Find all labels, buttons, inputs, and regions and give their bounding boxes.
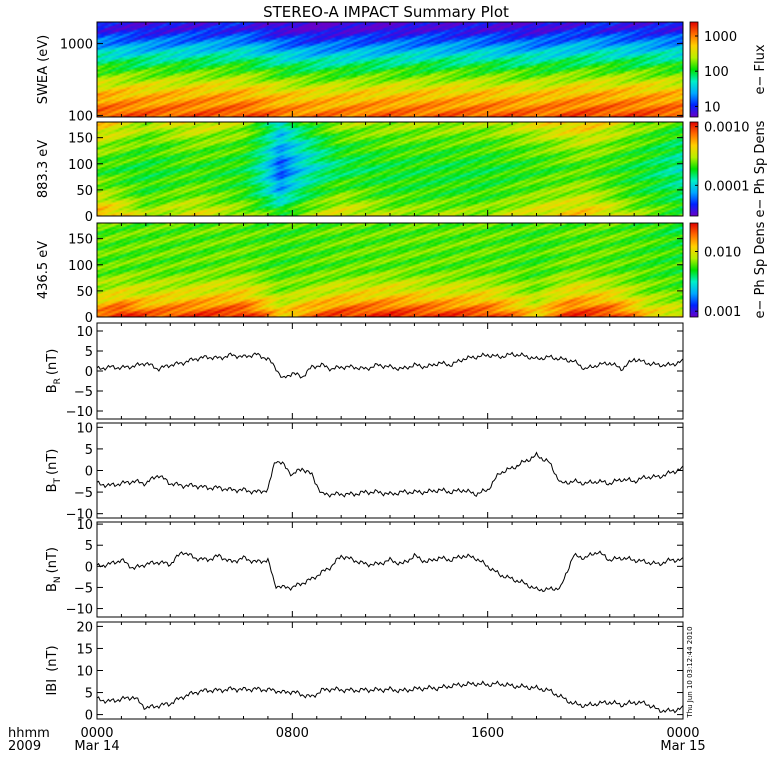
time-format-label: hhmm — [8, 726, 50, 741]
bn-panel: 10 5 0 −5 −10 BN (nT) — [45, 518, 684, 618]
br-ylabel: BR (nT) — [45, 349, 63, 394]
colorbar-tick-label: 0.0001 — [704, 179, 750, 194]
ylabel-unit: (nT) — [45, 547, 60, 573]
ylabel-main: B — [45, 583, 60, 592]
swea-spectrogram — [97, 22, 683, 117]
y-tick-label: −10 — [66, 508, 93, 523]
swea-colorbar — [689, 21, 699, 118]
pad883-colorbar-label: e− Ph Sp Dens — [753, 120, 768, 217]
pad883-spectrogram — [97, 122, 683, 216]
y-tick-label: 10 — [76, 325, 93, 340]
generation-timestamp: Thu Jun 10 03:12:44 2010 — [686, 626, 694, 718]
x-tick-label: 0000 — [666, 726, 699, 741]
ylabel-main: B — [45, 384, 60, 393]
plot-title: STEREO-A IMPACT Summary Plot — [263, 3, 509, 21]
pad883-ylabel: 883.3 eV — [36, 140, 51, 198]
bmag-panel: 20 15 10 5 0 IBI (nT) — [45, 620, 684, 724]
br-panel: 10 5 0 −5 −10 BR (nT) — [45, 322, 684, 420]
bt-ylabel: BT (nT) — [45, 449, 63, 493]
bmag-frame — [96, 621, 684, 720]
ylabel-subscript: R — [53, 378, 63, 384]
x-tick-label: 0000 — [80, 726, 113, 741]
colorbar-tick-label: 0.001 — [704, 305, 741, 320]
y-tick-label: 20 — [76, 620, 93, 635]
ylabel-subscript: T — [53, 477, 63, 484]
pad436-ylabel: 436.5 eV — [36, 241, 51, 299]
pad436-panel: 150 100 50 0 436.5 eV 0.010 0.001 e− Ph Sp Dens — [36, 221, 768, 326]
bt-frame — [96, 422, 684, 519]
br-series-line — [96, 351, 684, 379]
y-tick-label: 5 — [85, 687, 93, 702]
y-tick-label: 1000 — [60, 38, 93, 53]
y-tick-label: 100 — [68, 158, 93, 173]
y-tick-label: 0 — [85, 365, 93, 380]
swea-ylabel: SWEA (eV) — [36, 35, 51, 104]
bmag-ylabel: IBI (nT) — [45, 645, 60, 695]
y-tick-label: 0 — [85, 465, 93, 480]
y-tick-label: 5 — [85, 443, 93, 458]
y-tick-label: 50 — [76, 285, 93, 300]
ylabel-unit: (nT) — [45, 349, 60, 375]
y-tick-label: 100 — [68, 109, 93, 124]
y-tick-label: 100 — [68, 259, 93, 274]
swea-panel: 1000 100 SWEA (eV) 1000 100 10 e− Flux — [36, 21, 768, 124]
y-tick-label: −10 — [66, 405, 93, 420]
y-tick-label: 0 — [85, 560, 93, 575]
y-tick-label: −5 — [74, 486, 93, 501]
y-tick-label: −10 — [66, 603, 93, 618]
ylabel-subscript: N — [53, 576, 63, 583]
ylabel-unit: (nT) — [45, 645, 60, 675]
pad883-panel: 150 100 50 0 883.3 eV 0.0010 0.0001 e− Ph Sp De… — [36, 120, 768, 225]
swea-colorbar-label: e− Flux — [753, 44, 768, 94]
bn-frame — [96, 521, 684, 618]
y-tick-label: 150 — [68, 233, 93, 248]
y-tick-label: 0 — [85, 210, 93, 225]
colorbar-tick-label: 100 — [704, 65, 729, 80]
ylabel-main: IBI — [45, 679, 60, 696]
bt-series-line — [96, 451, 684, 498]
y-tick-label: −5 — [74, 385, 93, 400]
y-tick-label: 0 — [85, 709, 93, 724]
year-label: 2009 — [8, 739, 41, 754]
y-tick-label: 5 — [85, 345, 93, 360]
y-tick-label: 10 — [76, 665, 93, 680]
ylabel-main: B — [45, 483, 60, 492]
y-tick-label: 150 — [68, 132, 93, 147]
x-date-label: Mar 14 — [74, 739, 119, 754]
colorbar-tick-label: 10 — [704, 100, 721, 115]
y-tick-label: −5 — [74, 581, 93, 596]
bn-ylabel: BN (nT) — [45, 547, 63, 592]
y-tick-label: 10 — [76, 518, 93, 533]
ylabel-unit: (nT) — [45, 449, 60, 475]
pad436-spectrogram — [97, 223, 683, 317]
x-tick-label: 0800 — [276, 726, 309, 741]
pad883-colorbar — [689, 121, 699, 217]
bn-series-line — [96, 550, 684, 593]
y-tick-label: 10 — [76, 421, 93, 436]
y-tick-label: 15 — [76, 642, 93, 657]
y-tick-label: 5 — [85, 539, 93, 554]
colorbar-tick-label: 0.0010 — [704, 121, 750, 136]
bmag-series-line — [96, 680, 684, 714]
y-tick-label: 0 — [85, 311, 93, 326]
x-date-label: Mar 15 — [660, 739, 705, 754]
x-tick-label: 1600 — [471, 726, 504, 741]
colorbar-tick-label: 1000 — [704, 30, 737, 45]
colorbar-tick-label: 0.010 — [704, 245, 741, 260]
br-frame — [96, 322, 684, 420]
y-tick-label: 50 — [76, 184, 93, 199]
pad436-colorbar-label: e− Ph Sp Dens — [753, 221, 768, 318]
bt-panel: 10 5 0 −5 −10 BT (nT) — [45, 421, 684, 523]
pad436-colorbar — [689, 222, 699, 318]
